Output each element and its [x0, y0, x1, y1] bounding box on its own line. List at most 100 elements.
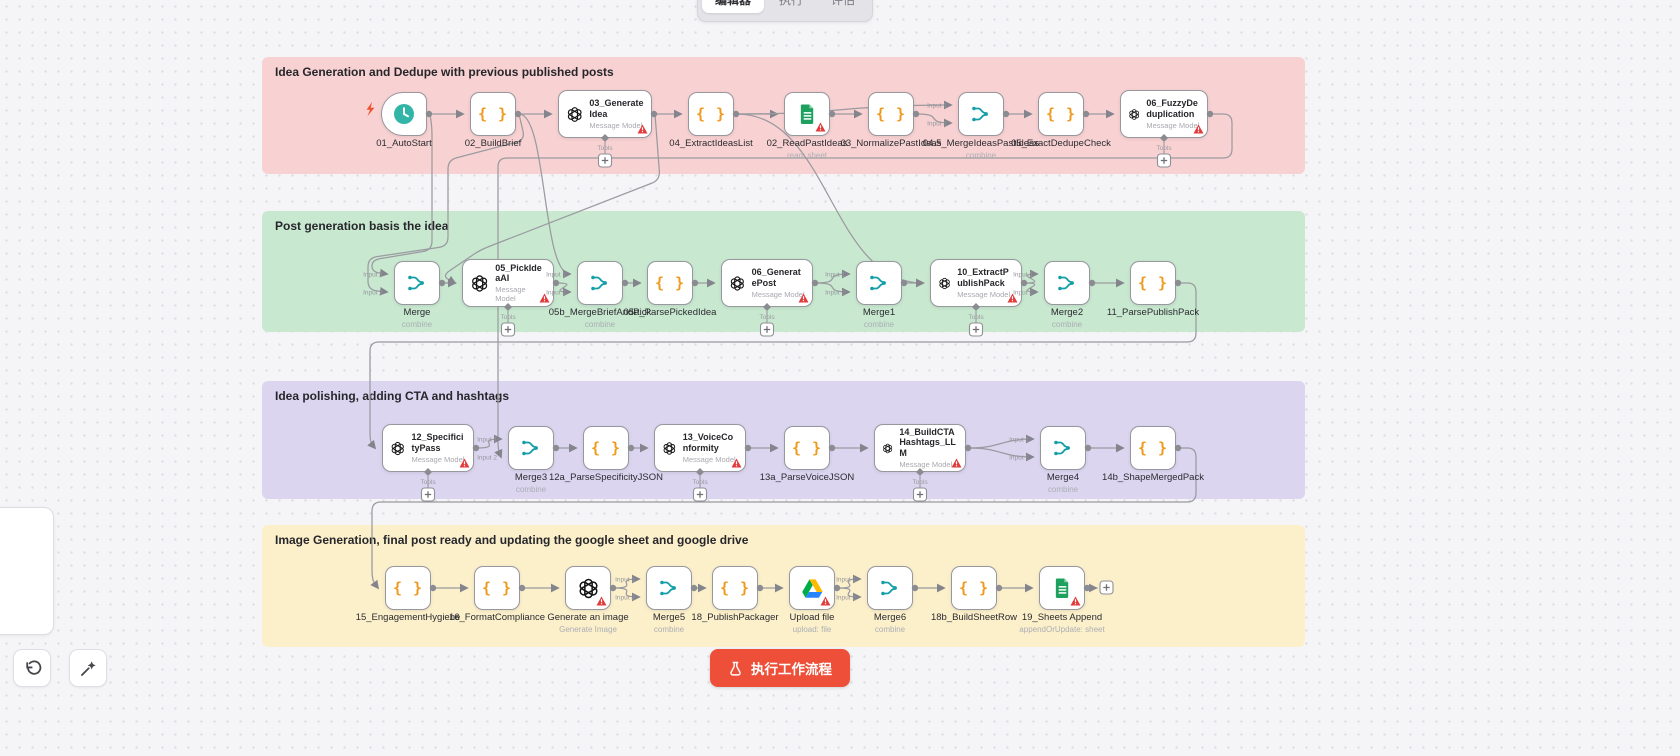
- node-02-readpastideas[interactable]: 02_ReadPastIdeas read: sheet: [767, 92, 847, 160]
- node-05b-mergebriefandpick[interactable]: 05b_MergeBriefAndPick combine: [549, 261, 651, 329]
- tab-executions[interactable]: 执行: [766, 0, 816, 13]
- warning-icon: [1007, 293, 1018, 303]
- node-merge5[interactable]: Merge5 combine: [646, 566, 692, 634]
- node-subtitle: combine: [653, 624, 685, 634]
- google-sheets-icon: [1055, 578, 1068, 598]
- node-label: 06_GeneratePost: [751, 267, 801, 288]
- node-19-sheets-append[interactable]: 19_Sheets Append appendOrUpdate: sheet: [1019, 566, 1105, 634]
- node-05-exactdedupecheck[interactable]: { } 05_ExactDedupeCheck: [1011, 92, 1111, 149]
- warning-icon: [815, 122, 826, 132]
- node-06-generatepost[interactable]: 06_GeneratePost Message Model: [721, 259, 813, 307]
- node-12-specificitypass[interactable]: 12_SpecificityPass Message Model: [382, 424, 474, 472]
- node-subtitle: combine: [584, 319, 616, 329]
- node-subtitle: Generate Image: [559, 624, 617, 634]
- openai-icon: [391, 441, 404, 455]
- node-merge4[interactable]: Merge4 combine: [1040, 426, 1086, 494]
- code-braces-icon: { }: [695, 105, 727, 123]
- node-04-5-mergeideaspastideas[interactable]: 04.5_MergeIdeasPastIdeas combine: [923, 92, 1039, 160]
- openai-icon: [730, 275, 744, 291]
- node-label: 02_BuildBrief: [464, 138, 522, 149]
- warning-icon: [539, 293, 550, 303]
- node-subtitle: Message Model: [751, 289, 805, 299]
- node-label: 06_FuzzyDeduplication: [1146, 98, 1198, 119]
- openai-icon: [1129, 108, 1140, 120]
- node-subtitle: Message Model: [957, 289, 1011, 299]
- code-braces-icon: { }: [1045, 105, 1077, 123]
- openai-icon: [663, 441, 676, 455]
- node-04-extractideaslist[interactable]: { } 04_ExtractIdeasList: [669, 92, 753, 149]
- node-01-autostart[interactable]: 01_AutoStart: [376, 92, 432, 149]
- warning-badge: [1007, 293, 1018, 303]
- node-merge[interactable]: Merge combine: [394, 261, 440, 329]
- node-15-engagementhygiene[interactable]: { } 15_EngagementHygiene: [356, 566, 460, 623]
- code-braces-icon: { }: [481, 579, 513, 597]
- warning-badge: [815, 122, 826, 132]
- node-subtitle: Message Model: [411, 454, 465, 464]
- tidy-up-wand-icon: [80, 660, 96, 676]
- warning-badge: [951, 458, 962, 468]
- node-subtitle: Message Model: [589, 120, 643, 130]
- node-subtitle: combine: [1047, 484, 1079, 494]
- tab-evaluations[interactable]: 评估: [818, 0, 868, 13]
- node-02-buildbrief[interactable]: { } 02_BuildBrief: [465, 92, 521, 149]
- node-merge6[interactable]: Merge6 combine: [867, 566, 913, 634]
- node-14-buildctahashtags-llm[interactable]: 14_BuildCTAHashtags_LLM Message Model: [874, 424, 966, 472]
- node-11-parsepublishpack[interactable]: { } 11_ParsePublishPack: [1107, 261, 1199, 318]
- node-label: Merge combine: [358, 307, 476, 329]
- code-braces-icon: { }: [590, 439, 622, 457]
- node-18-publishpackager[interactable]: { } 18_PublishPackager: [691, 566, 779, 623]
- node-05-pickideaai[interactable]: 05_PickIdeaAI Message Model: [462, 259, 554, 307]
- node-subtitle: combine: [874, 624, 906, 634]
- openai-icon: [939, 277, 950, 289]
- openai-icon: [472, 274, 488, 292]
- node-06-fuzzydeduplication[interactable]: 06_FuzzyDeduplication Message Model: [1120, 90, 1208, 138]
- code-braces-icon: { }: [392, 579, 424, 597]
- node-subtitle: Message Model: [682, 454, 736, 464]
- node-subtitle: appendOrUpdate: sheet: [1019, 624, 1105, 634]
- merge-icon: [522, 440, 538, 456]
- warning-badge: [1070, 596, 1081, 606]
- node-generate-an-image[interactable]: Generate an image Generate Image: [547, 566, 629, 634]
- undo-button[interactable]: [13, 649, 51, 687]
- code-braces-icon: { }: [654, 274, 686, 292]
- node-10-extractpublishpack[interactable]: 10_ExtractPublishPack Message Model: [930, 259, 1022, 307]
- node-12a-parsespecificityjson[interactable]: { } 12a_ParseSpecificityJSON: [549, 426, 663, 483]
- merge-icon: [870, 275, 886, 291]
- code-braces-icon: { }: [791, 439, 823, 457]
- node-14b-shapemergedpack[interactable]: { } 14b_ShapeMergedPack: [1102, 426, 1204, 483]
- node-16-formatcompliance[interactable]: { } 16_FormatCompliance: [449, 566, 545, 623]
- warning-badge: [539, 293, 550, 303]
- node-label: 03_GenerateIdea: [589, 98, 644, 119]
- node-upload-file[interactable]: Upload file upload: file: [789, 566, 835, 634]
- node-subtitle: combine: [1051, 319, 1083, 329]
- node-label: 05_ExactDedupeCheck: [1011, 138, 1111, 149]
- node-18b-buildsheetrow[interactable]: { } 18b_BuildSheetRow: [931, 566, 1017, 623]
- node-label: Upload file upload: file: [753, 612, 871, 634]
- node-13-voiceconformity[interactable]: 13_VoiceConformity Message Model: [654, 424, 746, 472]
- node-merge3[interactable]: Merge3 combine: [508, 426, 554, 494]
- warning-icon: [459, 458, 470, 468]
- node-03-normalizepastideas[interactable]: { } 03_NormalizePastIdeas: [841, 92, 941, 149]
- view-tab-bar: 编辑器 执行 评估: [697, 0, 874, 22]
- node-03-generateidea[interactable]: 03_GenerateIdea Message Model: [558, 90, 652, 138]
- node-subtitle: Message Model: [1146, 120, 1200, 130]
- tab-editor[interactable]: 编辑器: [702, 0, 765, 13]
- node-label: 12a_ParseSpecificityJSON: [548, 472, 664, 483]
- node-label: Merge1 combine: [820, 307, 938, 329]
- warning-icon: [596, 596, 607, 606]
- tidy-up-button[interactable]: [69, 649, 107, 687]
- undo-icon: [25, 660, 41, 675]
- warning-badge: [596, 596, 607, 606]
- node-05a-parsepickedidea[interactable]: { } 05a_ParsePickedIdea: [624, 261, 716, 318]
- node-subtitle: Message Model: [899, 460, 953, 470]
- node-merge1[interactable]: Merge1 combine: [856, 261, 902, 329]
- node-merge2[interactable]: Merge2 combine: [1044, 261, 1090, 329]
- node-label: Merge6 combine: [831, 612, 949, 634]
- node-13a-parsevoicejson[interactable]: { } 13a_ParseVoiceJSON: [760, 426, 854, 483]
- node-label: 12_SpecificityPass: [411, 432, 464, 453]
- warning-icon: [798, 293, 809, 303]
- merge-icon: [1054, 440, 1070, 456]
- node-subtitle: read: sheet: [786, 150, 828, 160]
- merge-icon: [660, 580, 676, 596]
- execute-workflow-button[interactable]: 执行工作流程: [710, 649, 850, 687]
